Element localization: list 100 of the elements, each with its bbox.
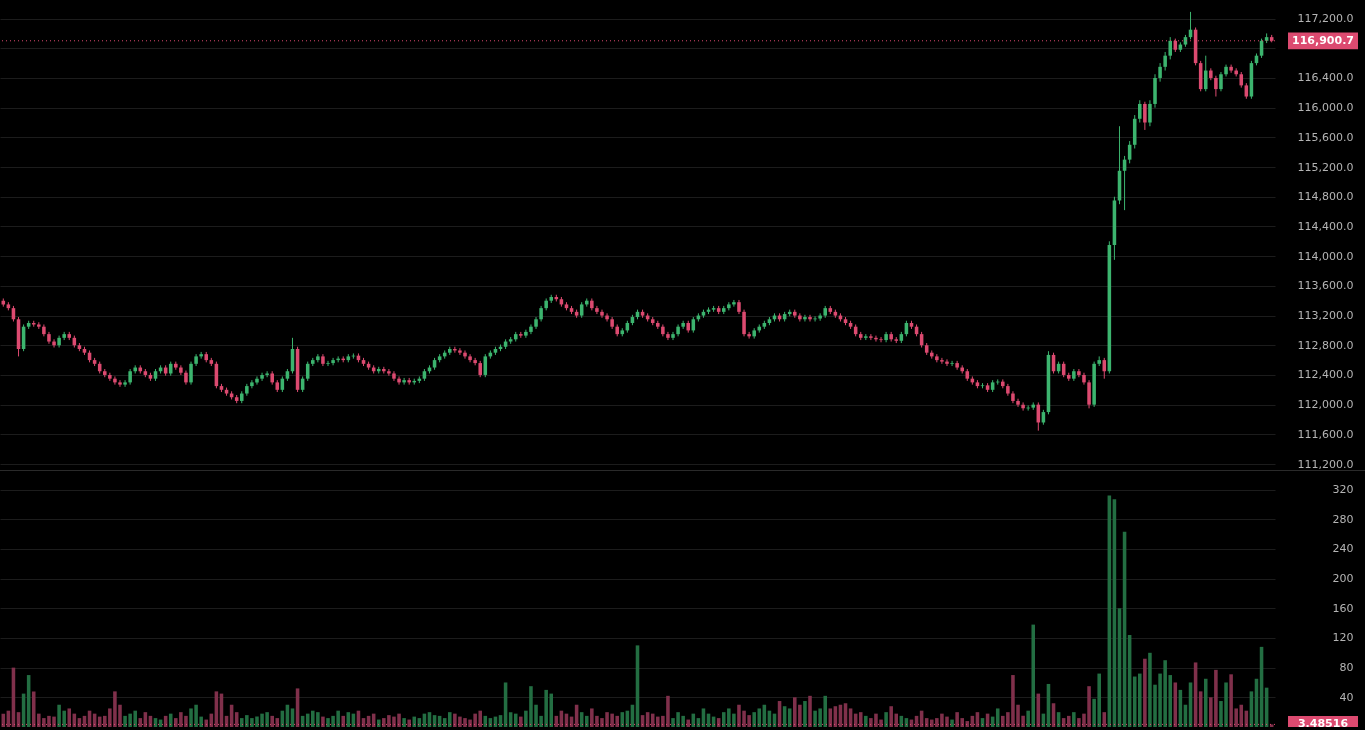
candlestick [671,331,675,341]
candlestick [387,368,391,377]
candlestick [331,357,335,366]
candlestick [255,375,259,386]
candlestick [869,333,873,341]
bar [67,708,72,727]
candlestick [940,357,944,365]
candlestick [529,323,533,335]
y-tick-label: 112,400.0 [1297,368,1354,382]
y-tick-label: 113,200.0 [1297,309,1354,323]
candlestick [463,349,467,360]
candlestick [808,314,812,322]
bar [864,715,868,727]
candlestick [326,360,330,367]
bar [808,695,812,727]
bar [686,719,691,727]
candlestick [113,375,117,386]
candlestick [595,305,599,315]
bar [407,719,411,727]
candlestick [123,379,127,388]
y-tick-label: 115,600.0 [1297,130,1354,144]
bar [341,715,346,727]
candlestick [458,347,462,356]
candlestick [1087,379,1091,409]
y-tick-label: 113,600.0 [1297,279,1354,293]
candlestick [1203,55,1208,92]
y-tick-label: 160 [1332,601,1354,615]
bar [1102,712,1107,727]
candlestick [1168,36,1173,60]
bar [858,712,863,727]
bar [584,715,589,727]
bar [204,719,209,727]
y-tick-label: 114,000.0 [1297,249,1354,263]
bar [1072,712,1076,727]
candlestick [1102,357,1107,380]
candlestick [1138,99,1142,124]
candlestick [1021,401,1025,412]
bar [1203,678,1208,727]
bar [168,713,173,727]
bar [321,716,325,727]
candlestick [1077,368,1081,378]
y-tick-label: 112,000.0 [1297,398,1354,412]
candlestick [605,312,609,322]
ref-line-label: 3.48516 [1297,717,1349,730]
candlestick [600,309,604,319]
y-tick-label: 120 [1332,631,1354,645]
candlestick [1143,101,1147,131]
candlestick [1214,75,1218,98]
candlestick [52,338,56,348]
y-tick-label: 114,800.0 [1297,190,1354,204]
candlestick [742,309,746,337]
candlestick [666,331,670,341]
candlestick [732,299,736,308]
y-tick-label: 116,000.0 [1297,101,1354,115]
bar [513,713,518,727]
candlestick [402,377,406,386]
y-tick-label: 112,800.0 [1297,338,1354,352]
bar [402,718,406,727]
bar [448,712,452,727]
y-tick-label: 200 [1332,572,1354,586]
y-tick-label: 80 [1339,661,1354,675]
candlestick [803,314,807,322]
candlestick [950,360,954,367]
bar [412,716,417,727]
bar [519,716,523,727]
candlestick [945,358,949,367]
candlestick [879,336,883,343]
y-tick-label: 280 [1332,512,1354,526]
candlestick [260,372,264,382]
y-tick-label: 320 [1332,483,1354,497]
candlestick [1158,62,1162,83]
candlestick [1016,398,1020,408]
candlestick [189,361,193,386]
candlestick [1219,71,1223,92]
candlestick [468,353,472,363]
candlestick [1163,51,1167,72]
y-tick-label: 240 [1332,542,1354,556]
bar [884,712,888,727]
candlestick [179,364,183,376]
y-tick-label: 111,200.0 [1297,457,1354,471]
ref-line-label: 116,900.7 [1292,33,1354,47]
candlestick [265,370,269,378]
candlestick [1229,64,1233,74]
bar [1066,715,1071,727]
candlestick [747,331,751,340]
candlestick [118,379,122,388]
bar [950,719,954,727]
y-tick-label: 117,200.0 [1297,12,1354,26]
candlestick [316,353,320,363]
candlestick [397,375,401,386]
candlestick [798,312,802,322]
y-tick-label: 115,200.0 [1297,160,1354,174]
bar [376,719,381,727]
bar [803,701,807,727]
y-tick-label: 40 [1339,690,1354,704]
candlestick [1148,99,1152,127]
bar [1143,658,1147,727]
bar [995,708,1000,727]
y-tick-label: 116,400.0 [1297,71,1354,85]
y-tick-label: 111,600.0 [1297,427,1354,441]
